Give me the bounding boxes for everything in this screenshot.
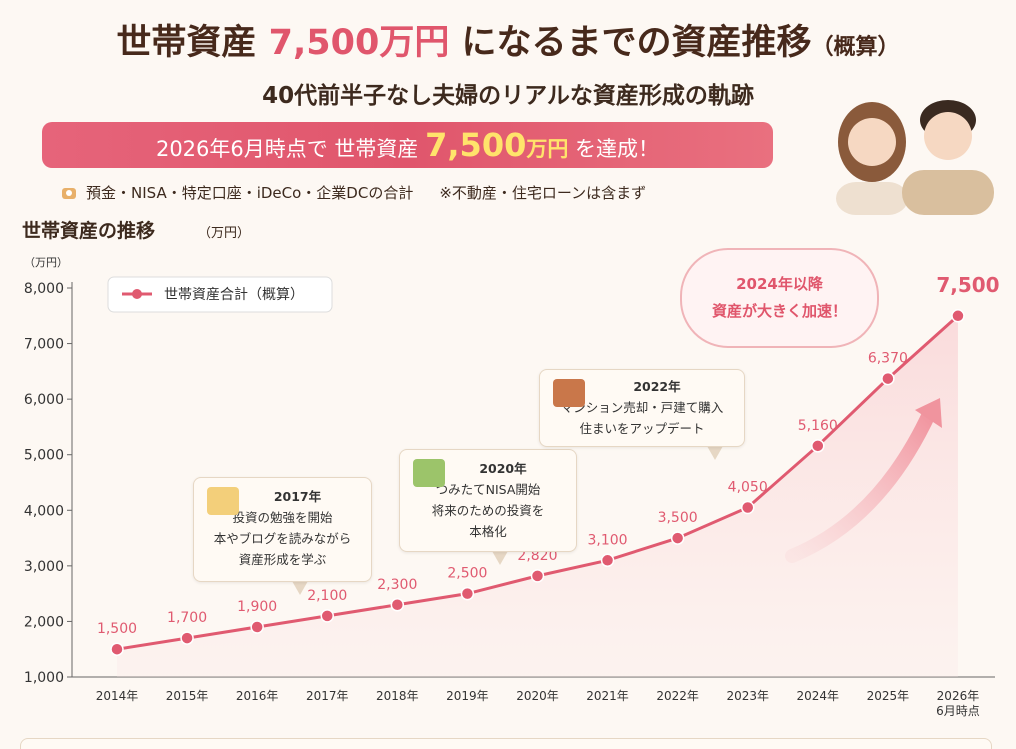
x-tick-label: 2024年: [796, 689, 840, 703]
value-label: 2,300: [377, 577, 417, 593]
title: 世帯資産 7,500万円 になるまでの資産推移（概算）: [0, 14, 1016, 65]
x-tick-label: 2026年 6月時点: [936, 689, 980, 718]
x-tick-label: 2025年: [866, 689, 910, 703]
x-tick-label: 2014年: [95, 689, 139, 703]
x-tick-label: 2023年: [726, 689, 769, 703]
point: [460, 586, 475, 601]
value-label: 1,700: [167, 610, 207, 626]
value-label: 3,500: [658, 510, 698, 526]
value-label: 4,050: [728, 480, 768, 496]
x-tick-label: 2017年: [305, 689, 349, 703]
y-axis-label: （万円）: [24, 256, 68, 269]
callout: 2022年マンション売却・戸建て購入 住まいをアップデート: [539, 369, 745, 447]
x-tick-label: 2016年: [235, 689, 279, 703]
point: [530, 569, 545, 583]
title-part: になるまでの資産推移: [461, 23, 812, 63]
point: [811, 439, 825, 453]
y-tick-label: 2,000: [24, 614, 64, 630]
x-tick-label: 2015年: [165, 689, 209, 703]
callout-text: つみたてNISA開始: [435, 482, 541, 497]
callout-icon: [413, 459, 445, 487]
banner-amount: 7,500: [425, 126, 527, 164]
callout-text: 投資の勉強を開始: [232, 510, 333, 525]
y-tick-label: 5,000: [24, 448, 64, 464]
bubble-text: 2024年以降: [736, 275, 823, 293]
callout-pointer: [292, 581, 308, 595]
x-tick-label: 2022年: [656, 689, 699, 703]
subtitle: 40代前半子なし夫婦のリアルな資産形成の軌跡: [262, 83, 754, 109]
value-label: 6,370: [868, 351, 908, 367]
point: [110, 642, 124, 656]
callout-year: 2017年: [273, 489, 322, 504]
note: ※不動産・住宅ローンは含まず: [439, 184, 647, 202]
point: [600, 553, 615, 568]
value-label: 7,500: [936, 273, 999, 297]
callout-icon: [553, 379, 585, 407]
x-tick-label: 2018年: [376, 689, 419, 703]
callout-text: 住まいをアップデート: [579, 421, 705, 436]
couple-illustration: [836, 100, 994, 215]
banner-text: を達成！: [575, 137, 660, 161]
note: 預金・NISA・特定口座・iDeCo・企業DCの合計: [86, 184, 414, 202]
y-tick-label: 6,000: [24, 392, 64, 408]
value-label: 2,500: [447, 566, 487, 582]
callout-text: 本格化: [469, 524, 507, 539]
callout-text: 将来のための投資を: [431, 503, 545, 518]
bubble-text: 資産が大きく加速！: [711, 302, 847, 320]
icon: [62, 188, 76, 199]
legend-label: 世帯資産合計（概算）: [164, 287, 304, 303]
point: [740, 500, 755, 515]
value-label: 3,100: [588, 532, 628, 548]
value-label: 1,900: [237, 599, 277, 615]
x-tick-label: 2019年: [446, 689, 489, 703]
chart-title-unit: （万円）: [198, 226, 250, 241]
y-tick-label: 3,000: [24, 559, 64, 575]
y-tick-label: 8,000: [24, 281, 64, 297]
callout-year: 2022年: [633, 379, 681, 394]
chart-title: 世帯資産の推移: [22, 219, 155, 242]
point: [951, 309, 965, 323]
legend-marker: [132, 289, 142, 299]
callout-text: 資産形成を学ぶ: [238, 552, 327, 567]
callout-bubble: 2024年以降資産が大きく加速！: [680, 248, 879, 348]
value-label: 1,500: [97, 621, 137, 637]
value-label: 5,160: [798, 418, 838, 434]
point: [390, 598, 405, 612]
callout-icon: [207, 487, 239, 515]
notes: 預金・NISA・特定口座・iDeCo・企業DCの合計 ※不動産・住宅ローンは含まず: [60, 182, 672, 203]
banner: 2026年6月時点で 世帯資産 7,500万円 を達成！: [42, 122, 773, 168]
title-part: 世帯資産: [116, 23, 257, 63]
callout-year: 2020年: [479, 461, 527, 476]
banner-unit: 万円: [526, 137, 569, 161]
callout: 2017年投資の勉強を開始本やブログを読みながら 資産形成を学ぶ: [193, 477, 372, 582]
point: [881, 371, 895, 386]
callout-text: マンション売却・戸建て購入: [560, 400, 724, 415]
legend-box: [107, 276, 333, 313]
x-tick-label: 2021年: [586, 689, 629, 703]
y-tick-label: 4,000: [24, 503, 64, 519]
callout-text: 本やブログを読みながら: [213, 531, 352, 546]
point: [180, 631, 194, 645]
callout-pointer: [492, 551, 508, 565]
title-highlight: 7,500万円: [268, 23, 450, 63]
title-part: （概算）: [811, 35, 900, 60]
value-label: 2,100: [307, 588, 347, 604]
banner-text: 2026年6月時点で 世帯資産: [155, 137, 419, 161]
x-tick-label: 2020年: [516, 689, 559, 703]
point: [320, 609, 334, 623]
callout-pointer: [707, 446, 723, 460]
area: [117, 315, 958, 677]
point: [250, 620, 264, 634]
footer-box: [20, 738, 992, 749]
y-tick-label: 1,000: [24, 670, 64, 686]
y-tick-label: 7,000: [24, 337, 64, 353]
point: [670, 531, 685, 545]
